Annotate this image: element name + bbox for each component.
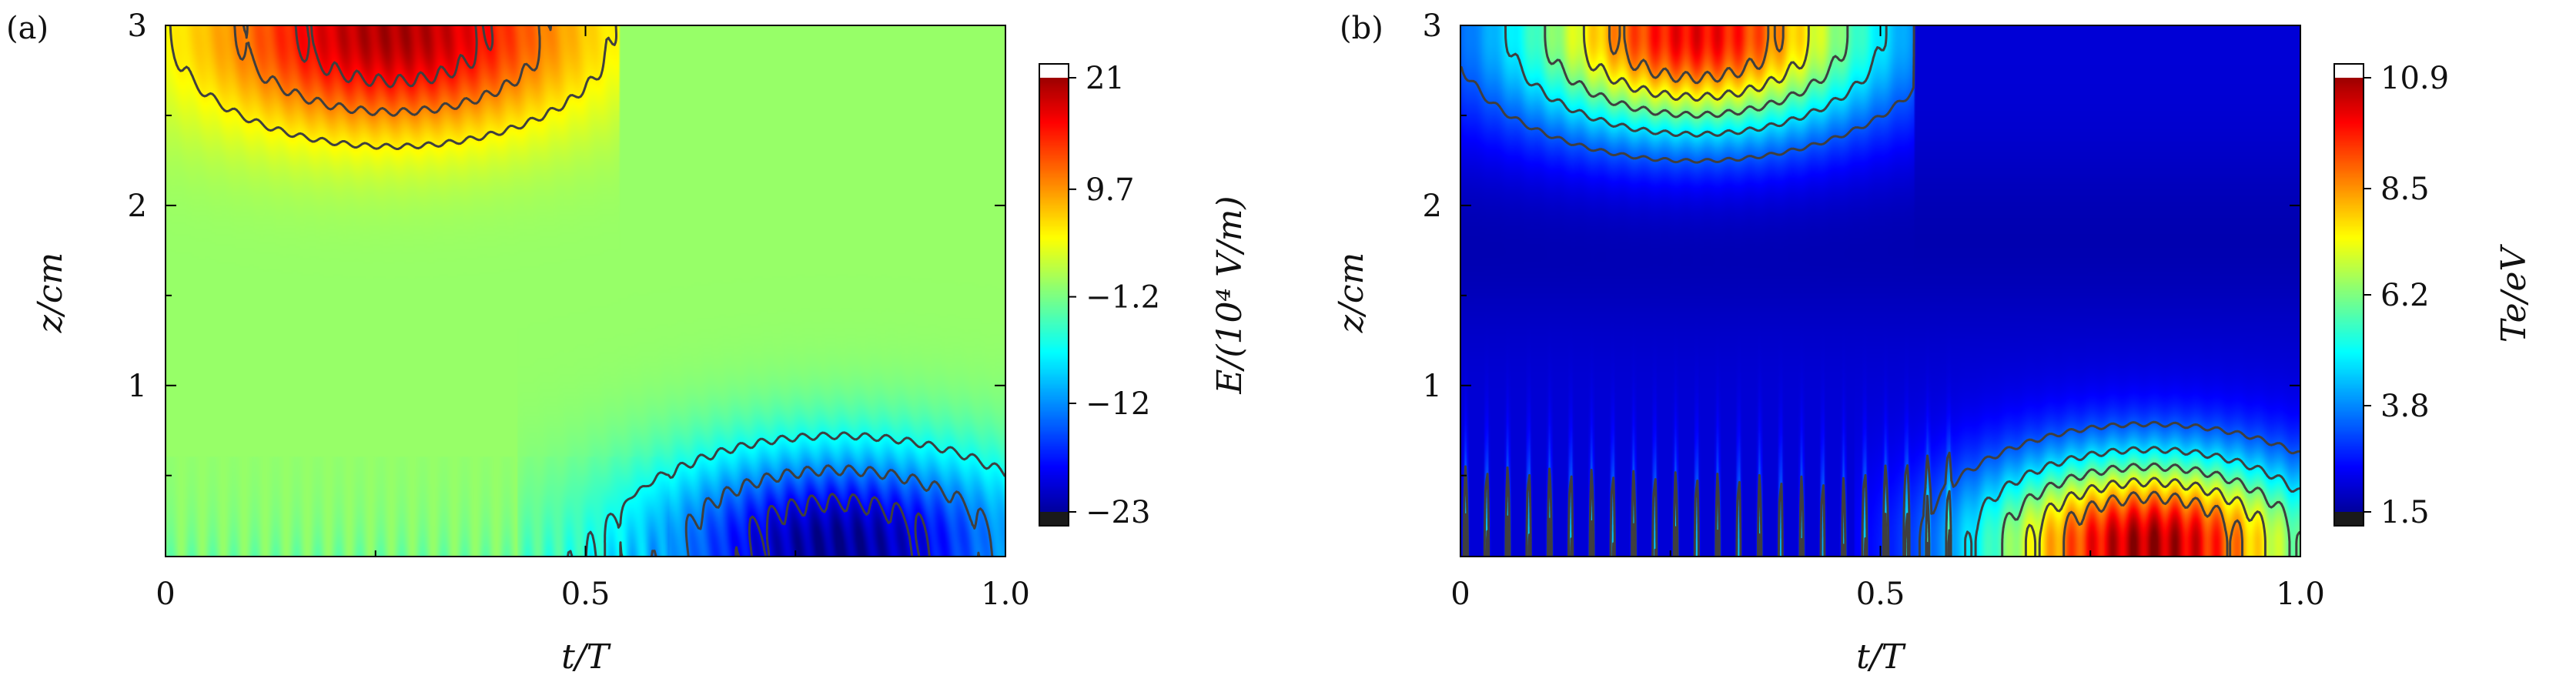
colorbar-top-cap-a <box>1039 64 1069 78</box>
colorbar-title-b: Te/eV <box>2494 243 2534 343</box>
contour-line <box>169 25 617 150</box>
y-axis-a: 1 2 3 <box>128 8 1005 476</box>
x-tick-label: 0.5 <box>561 577 611 612</box>
contour-line <box>1464 25 2301 557</box>
x-axis-title-a: t/T <box>561 637 612 677</box>
x-axis-title-b: t/T <box>1856 637 1907 677</box>
x-tick-label: 1.0 <box>2276 577 2325 612</box>
y-tick-label: 3 <box>128 8 147 44</box>
colorbar-frame-a <box>1039 63 1069 527</box>
panel-a-electric-field: (a) 0 0.5 1.0 1 2 3 t/T z/cm 21 9.7 −1.2 −12 −23… <box>6 8 1250 677</box>
panel-label-a: (a) <box>6 11 49 46</box>
contour-line <box>734 493 931 557</box>
colorbar-tick-label: 3.8 <box>2380 389 2430 424</box>
heatmap-image-b <box>1460 25 2300 557</box>
panel-label-b: (b) <box>1340 11 1383 46</box>
colorbar-tick-label: 8.5 <box>2380 172 2430 207</box>
x-axis-a: 0 0.5 1.0 <box>156 25 1030 612</box>
colorbar-tick-label: 9.7 <box>1086 172 1135 208</box>
colorbar-tick-label: 6.2 <box>2380 278 2430 313</box>
contour-line <box>567 431 1006 557</box>
contour-line <box>1582 25 2267 557</box>
plot-area-b <box>1460 25 2301 557</box>
colorbar-bottom-cap-a <box>1039 512 1069 526</box>
contour-line <box>233 25 552 117</box>
contour-line <box>1544 25 2301 557</box>
colorbar-ticks-a: 21 9.7 −1.2 −12 −23 <box>1069 61 1160 530</box>
contour-lines-a <box>169 25 1006 557</box>
y-tick-label: 2 <box>1423 189 1442 224</box>
y-tick-label: 1 <box>1423 369 1442 404</box>
colorbar-tick-label: 10.9 <box>2380 61 2449 96</box>
colorbar-gradient-a <box>1039 64 1069 526</box>
heatmap-image-a <box>166 25 1005 557</box>
x-tick-label: 0 <box>156 577 175 612</box>
y-tick-label: 3 <box>1423 8 1442 44</box>
x-axis-b: 0 0.5 1.0 <box>1450 25 2325 612</box>
colorbar-a: 21 9.7 −1.2 −12 −23 <box>1039 61 1160 530</box>
contour-line <box>651 464 994 557</box>
colorbar-tick-label: −23 <box>1086 495 1150 530</box>
colorbar-ticks-b: 10.9 8.5 6.2 3.8 1.5 <box>2364 61 2449 530</box>
y-axis-title-a: z/cm <box>31 252 70 333</box>
colorbar-gradient-b <box>2334 64 2364 526</box>
y-axis-title-b: z/cm <box>1332 252 1371 333</box>
y-tick-label: 2 <box>128 189 147 224</box>
colorbar-title-a: E/(10⁴ V/m) <box>1210 196 1250 394</box>
y-axis-b: 1 2 3 <box>1423 8 2300 476</box>
x-tick-label: 0.5 <box>1856 577 1905 612</box>
colorbar-bottom-cap-b <box>2334 512 2364 526</box>
colorbar-b: 10.9 8.5 6.2 3.8 1.5 <box>2333 61 2449 530</box>
contour-line <box>294 25 494 89</box>
panel-b-electron-temperature: (b) 0 0.5 1.0 1 2 3 t/T z/cm 10.9 8.5 6.2 3.8 1.… <box>1332 8 2534 677</box>
colorbar-tick-label: 1.5 <box>2380 495 2430 530</box>
colorbar-top-cap-b <box>2334 64 2364 78</box>
colorbar-tick-label: −1.2 <box>1086 280 1160 316</box>
colorbar-tick-label: −12 <box>1086 386 1150 422</box>
x-tick-label: 0 <box>1450 577 1470 612</box>
plot-area-a <box>165 25 1006 557</box>
colorbar-tick-label: 21 <box>1086 61 1125 96</box>
contour-lines-b <box>1460 25 2301 557</box>
contour-line <box>1460 25 2301 557</box>
x-tick-label: 1.0 <box>981 577 1030 612</box>
contour-line <box>1608 25 2243 557</box>
y-tick-label: 1 <box>128 369 147 404</box>
